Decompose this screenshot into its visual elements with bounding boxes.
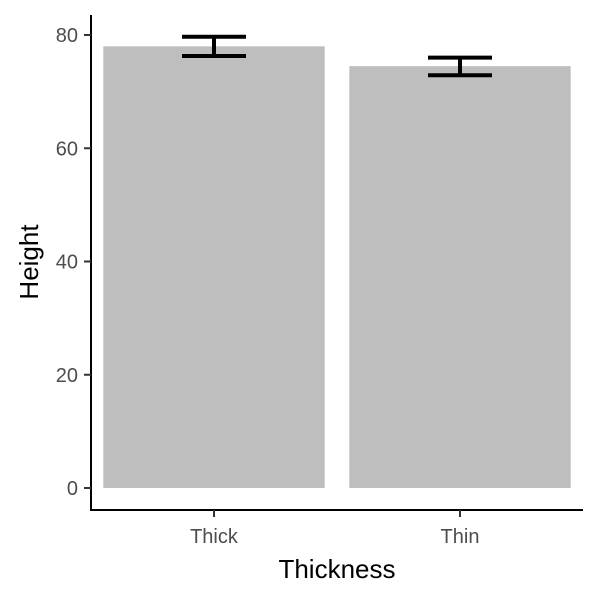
bar-thick (103, 46, 325, 488)
x-ticks: Thick Thin (190, 510, 479, 548)
x-tick-label: Thick (190, 526, 239, 548)
bars (103, 46, 571, 489)
x-tick-label: Thin (441, 526, 480, 548)
y-ticks: 0 20 40 60 80 (56, 25, 91, 500)
y-tick-label: 40 (56, 252, 78, 274)
y-axis-title: Height (14, 224, 44, 300)
y-tick-label: 0 (67, 478, 78, 500)
bar-thin (349, 66, 571, 489)
error-bars (182, 34, 492, 78)
y-tick-label: 60 (56, 138, 78, 160)
y-tick-label: 80 (56, 25, 78, 47)
y-tick-label: 20 (56, 365, 78, 387)
x-axis-title: Thickness (278, 554, 395, 584)
